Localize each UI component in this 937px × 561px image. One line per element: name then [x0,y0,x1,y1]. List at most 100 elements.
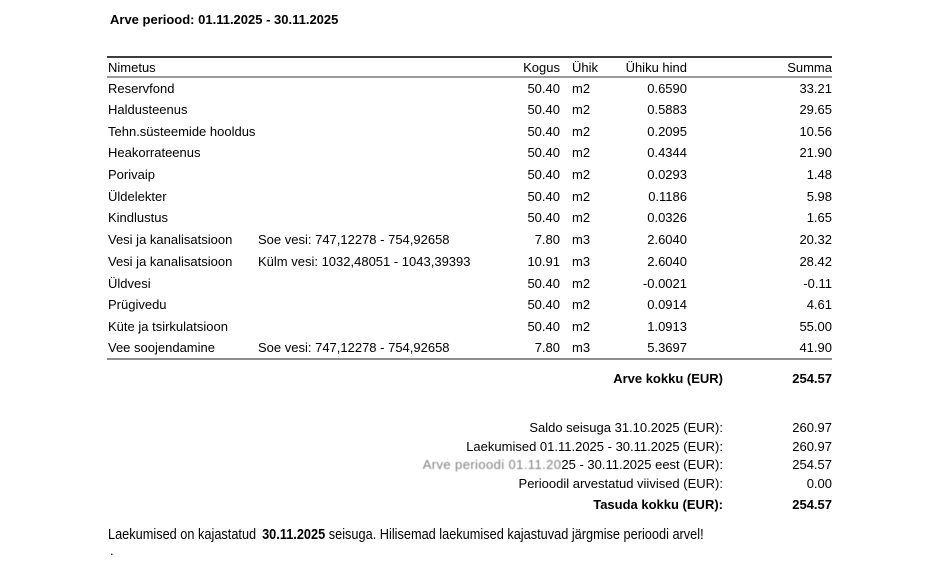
row-service-name: Küte ja tsirkulatsioon [108,318,228,334]
row-unit-price: -0.0021 [642,275,687,291]
summary-line: Perioodil arvestatud viivised (EUR): 0.0… [107,475,832,494]
row-unit-price: 1.0913 [647,318,687,334]
row-unit: m3 [572,232,591,248]
column-header-uhiku-hind: Ühiku hind [607,57,687,78]
row-unit: m3 [572,340,591,356]
row-sum: 1.48 [806,167,832,183]
invoice-total-row: Arve kokku (EUR) 254.57 [107,371,832,386]
footer-note: Laekumised on kajastatud 30.11.2025 seisu… [108,526,928,543]
row-service-name: Prügivedu [108,297,167,313]
row-meter-detail [257,99,495,121]
table-row: Vesi ja kanalisatsioon Soe vesi: 747,122… [107,229,832,251]
summary-label: Laekumised 01.11.2025 - 30.11.2025 (EUR)… [466,438,723,454]
row-unit: m2 [572,102,591,118]
summary-value: 254.57 [792,457,832,473]
row-service-name: Vesi ja kanalisatsioon [108,253,233,269]
summary-line: Saldo seisuga 31.10.2025 (EUR): 260.97 [107,419,832,438]
column-header-summa: Summa [687,57,832,78]
row-sum: 21.90 [799,145,832,161]
table-row: Vesi ja kanalisatsioon Külm vesi: 1032,4… [107,251,832,273]
trailing-dot: . [110,543,114,558]
row-unit: m2 [572,210,591,226]
row-meter-detail [257,77,495,99]
summary-value: 0.00 [806,475,832,491]
row-service-name: Reservfond [108,80,175,96]
row-meter-detail [257,185,495,207]
summary-value: 254.57 [792,497,832,513]
footer-text-after: seisuga. Hilisemad laekumised kajastuvad… [325,526,704,543]
row-sum: 1.65 [806,210,832,226]
table-row: Kindlustus 50.40 m2 0.0326 1.65 [107,207,832,229]
row-sum: 28.42 [799,253,832,269]
row-unit: m3 [572,253,591,269]
summary-label: Saldo seisuga 31.10.2025 (EUR): [529,420,723,435]
row-sum: 33.21 [799,80,832,96]
summary-line: Laekumised 01.11.2025 - 30.11.2025 (EUR)… [107,438,832,457]
footer-note-text: Laekumised on kajastatud 30.11.2025 seisu… [108,526,704,543]
row-quantity: 10.91 [527,253,560,269]
row-sum: 20.32 [799,232,832,248]
row-meter-detail: Soe vesi: 747,12278 - 754,92658 [258,340,450,356]
summary-value: 260.97 [792,438,832,454]
invoice-table-header: Nimetus Kogus Ühik Ühiku hind Summa [107,57,832,78]
row-quantity: 50.40 [527,188,560,204]
row-unit: m2 [572,188,591,204]
table-row: Haldusteenus 50.40 m2 0.5883 29.65 [107,99,832,121]
footer-text-before: Laekumised on kajastatud [108,526,257,543]
row-service-name: Kindlustus [108,210,168,226]
summary-label: Arve perioodi 01.11.2025 - 30.11.2025 ee… [107,456,723,475]
summary-label: Perioodil arvestatud viivised (EUR): [518,475,723,491]
table-row: Porivaip 50.40 m2 0.0293 1.48 [107,164,832,186]
summary-block: Saldo seisuga 31.10.2025 (EUR): 260.97 L… [107,419,832,515]
row-meter-detail [257,316,495,338]
summary-label-rest: 25 - 30.11.2025 eest (EUR): [561,457,723,473]
row-service-name: Üldelekter [108,188,167,204]
row-quantity: 50.40 [527,275,560,291]
row-meter-detail [257,142,495,164]
row-quantity: 50.40 [527,123,560,139]
table-row: Heakorrateenus 50.40 m2 0.4344 21.90 [107,142,832,164]
row-unit-price: 0.4344 [647,145,687,161]
row-meter-detail: Külm vesi: 1032,48051 - 1043,39393 [258,253,471,269]
row-quantity: 7.80 [534,340,560,356]
row-unit: m2 [572,145,591,161]
row-sum: 4.61 [806,297,832,313]
row-quantity: 50.40 [527,145,560,161]
row-unit-price: 0.2095 [647,123,687,139]
row-quantity: 50.40 [527,297,560,313]
row-service-name: Üldvesi [108,275,151,291]
summary-line: Tasuda kokku (EUR): 254.57 [107,496,832,515]
row-service-name: Vee soojendamine [108,340,215,356]
row-unit-price: 0.0293 [647,167,687,183]
invoice-table: Nimetus Kogus Ühik Ühiku hind Summa Rese… [107,56,832,360]
row-sum: -0.11 [803,275,832,291]
invoice-table-body: Reservfond 50.40 m2 0.6590 33.21 Haldust… [107,77,832,359]
row-meter-detail [257,272,495,294]
row-service-name: Porivaip [108,167,155,183]
row-unit: m2 [572,80,591,96]
table-row: Prügivedu 50.40 m2 0.0914 4.61 [107,294,832,316]
row-sum: 41.90 [799,340,832,356]
header-row: Nimetus Kogus Ühik Ühiku hind Summa [107,57,832,78]
row-sum: 10.56 [799,123,832,139]
row-unit: m2 [572,297,591,313]
row-meter-detail [257,164,495,186]
column-header-uhik: Ühik [560,57,607,78]
row-service-name: Heakorrateenus [108,145,201,161]
row-quantity: 7.80 [534,232,560,248]
row-quantity: 50.40 [527,102,560,118]
table-row: Üldelekter 50.40 m2 0.1186 5.98 [107,185,832,207]
row-unit: m2 [572,318,591,334]
row-meter-detail: Soe vesi: 747,12278 - 754,92658 [258,232,450,248]
row-unit-price: 0.5883 [647,102,687,118]
table-row: Vee soojendamine Soe vesi: 747,12278 - 7… [107,337,832,359]
row-unit-price: 5.3697 [647,340,687,356]
table-row: Küte ja tsirkulatsioon 50.40 m2 1.0913 5… [107,316,832,338]
row-meter-detail [257,120,495,142]
invoice-total-label: Arve kokku (EUR) [613,371,723,386]
row-unit-price: 0.0914 [647,297,687,313]
row-service-name: Tehn.süsteemide hooldus [108,123,256,139]
row-meter-detail [257,294,495,316]
summary-label: Tasuda kokku (EUR): [593,497,723,513]
